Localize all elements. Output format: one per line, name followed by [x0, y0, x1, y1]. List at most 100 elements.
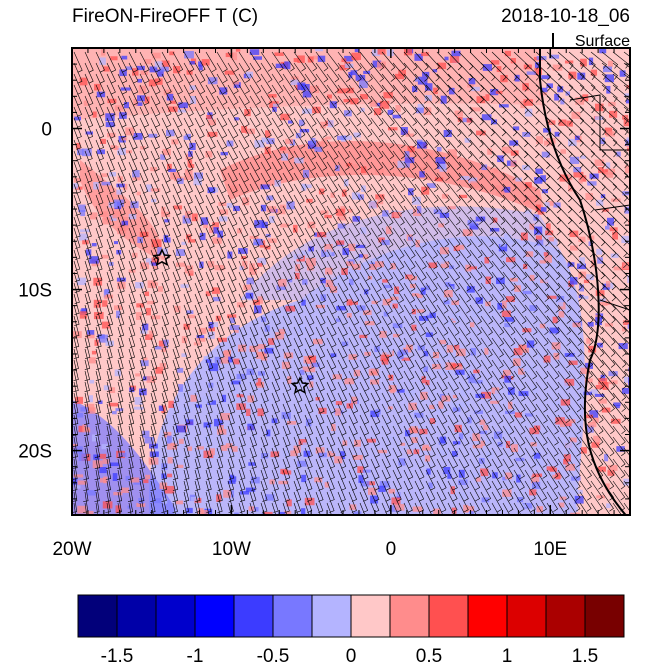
field-cell	[318, 452, 327, 458]
field-cell	[78, 453, 87, 461]
wind-barb	[315, 502, 321, 515]
field-cell	[604, 454, 609, 462]
field-cell	[590, 69, 598, 76]
date: 2018-10-18_06	[501, 6, 630, 27]
wind-barb	[304, 337, 315, 359]
wind-barb	[535, 381, 549, 402]
wind-barb	[359, 282, 371, 304]
wind-barb	[458, 304, 471, 325]
wind-barb	[568, 414, 582, 435]
field-cell	[110, 145, 117, 150]
field-cell	[276, 285, 286, 290]
wind-barb	[348, 271, 360, 293]
wind-barb	[249, 62, 262, 83]
field-cell	[523, 99, 533, 106]
wind-barb	[590, 436, 604, 457]
wind-barb	[502, 183, 517, 203]
wind-barb	[436, 172, 450, 193]
wind-barb	[436, 359, 448, 380]
wind-barb	[249, 337, 259, 359]
wind-barb	[612, 359, 627, 379]
field-cell	[467, 220, 477, 226]
field-cell	[171, 139, 179, 145]
wind-barb	[469, 392, 482, 413]
field-cell	[552, 64, 563, 71]
field-cell	[559, 502, 565, 508]
field-cell	[514, 74, 520, 82]
wind-barb	[381, 392, 392, 414]
field-cell	[495, 277, 505, 285]
wind-barb	[128, 260, 136, 282]
wind-barb	[216, 282, 226, 304]
wind-barb	[590, 117, 607, 136]
field-cell	[75, 186, 83, 190]
field-cell	[621, 326, 627, 332]
wind-barb	[249, 161, 261, 183]
wind-barb	[161, 95, 172, 117]
wind-barb	[106, 172, 115, 194]
wind-barb	[326, 458, 335, 480]
field-cell	[471, 107, 481, 112]
wind-barb	[403, 381, 415, 403]
field-cell	[569, 277, 578, 285]
field-cell	[452, 441, 461, 445]
field-cell	[116, 189, 123, 195]
wind-barb	[502, 117, 518, 137]
wind-barb	[535, 458, 548, 479]
wind-barb	[359, 403, 370, 425]
wind-barb	[172, 84, 183, 106]
field-cell	[155, 345, 164, 350]
field-cell	[161, 473, 167, 479]
field-cell	[143, 357, 148, 361]
wind-barb	[227, 260, 237, 282]
field-cell	[469, 266, 477, 270]
wind-barb	[260, 293, 270, 315]
field-cell	[85, 131, 94, 135]
wind-barb	[524, 51, 541, 70]
wind-barb	[447, 513, 449, 515]
field-cell	[295, 272, 300, 280]
wind-barb	[568, 117, 585, 136]
field-cell	[623, 478, 630, 486]
wind-barb	[568, 326, 583, 346]
wind-barb	[172, 227, 182, 249]
wind-barb	[326, 293, 337, 315]
wind-barb	[293, 337, 303, 359]
wind-barb	[227, 117, 239, 139]
wind-barb	[601, 271, 617, 291]
wind-barb	[535, 161, 551, 181]
wind-barb	[117, 392, 124, 414]
field-cell	[424, 95, 433, 101]
wind-barb	[491, 249, 505, 270]
wind-barb	[150, 293, 158, 315]
field-cell	[427, 183, 436, 189]
wind-barb	[447, 370, 459, 391]
field-cell	[394, 286, 400, 295]
wind-barb	[150, 106, 161, 128]
wind-barb	[282, 260, 293, 282]
wind-barb	[117, 403, 123, 425]
field-cell	[74, 116, 82, 121]
wind-barb	[568, 480, 581, 501]
field-cell	[152, 52, 161, 59]
field-cell	[302, 169, 310, 178]
wind-barb	[425, 205, 439, 226]
wind-barb	[293, 502, 299, 515]
wind-barb	[238, 359, 247, 381]
field-cell	[551, 342, 561, 350]
wind-barb	[491, 260, 505, 281]
wind-barb	[150, 216, 159, 238]
wind-barb	[414, 513, 416, 515]
field-cell	[509, 140, 519, 146]
field-cell	[541, 75, 550, 80]
field-cell	[374, 261, 384, 268]
field-cell	[280, 223, 289, 228]
field-cell	[217, 337, 228, 342]
field-cell	[189, 61, 195, 65]
field-cell	[256, 352, 265, 359]
field-cell	[207, 400, 217, 405]
wind-barb	[95, 117, 105, 139]
wind-barb	[491, 315, 505, 336]
wind-barb	[293, 469, 302, 491]
wind-barb	[535, 84, 551, 103]
